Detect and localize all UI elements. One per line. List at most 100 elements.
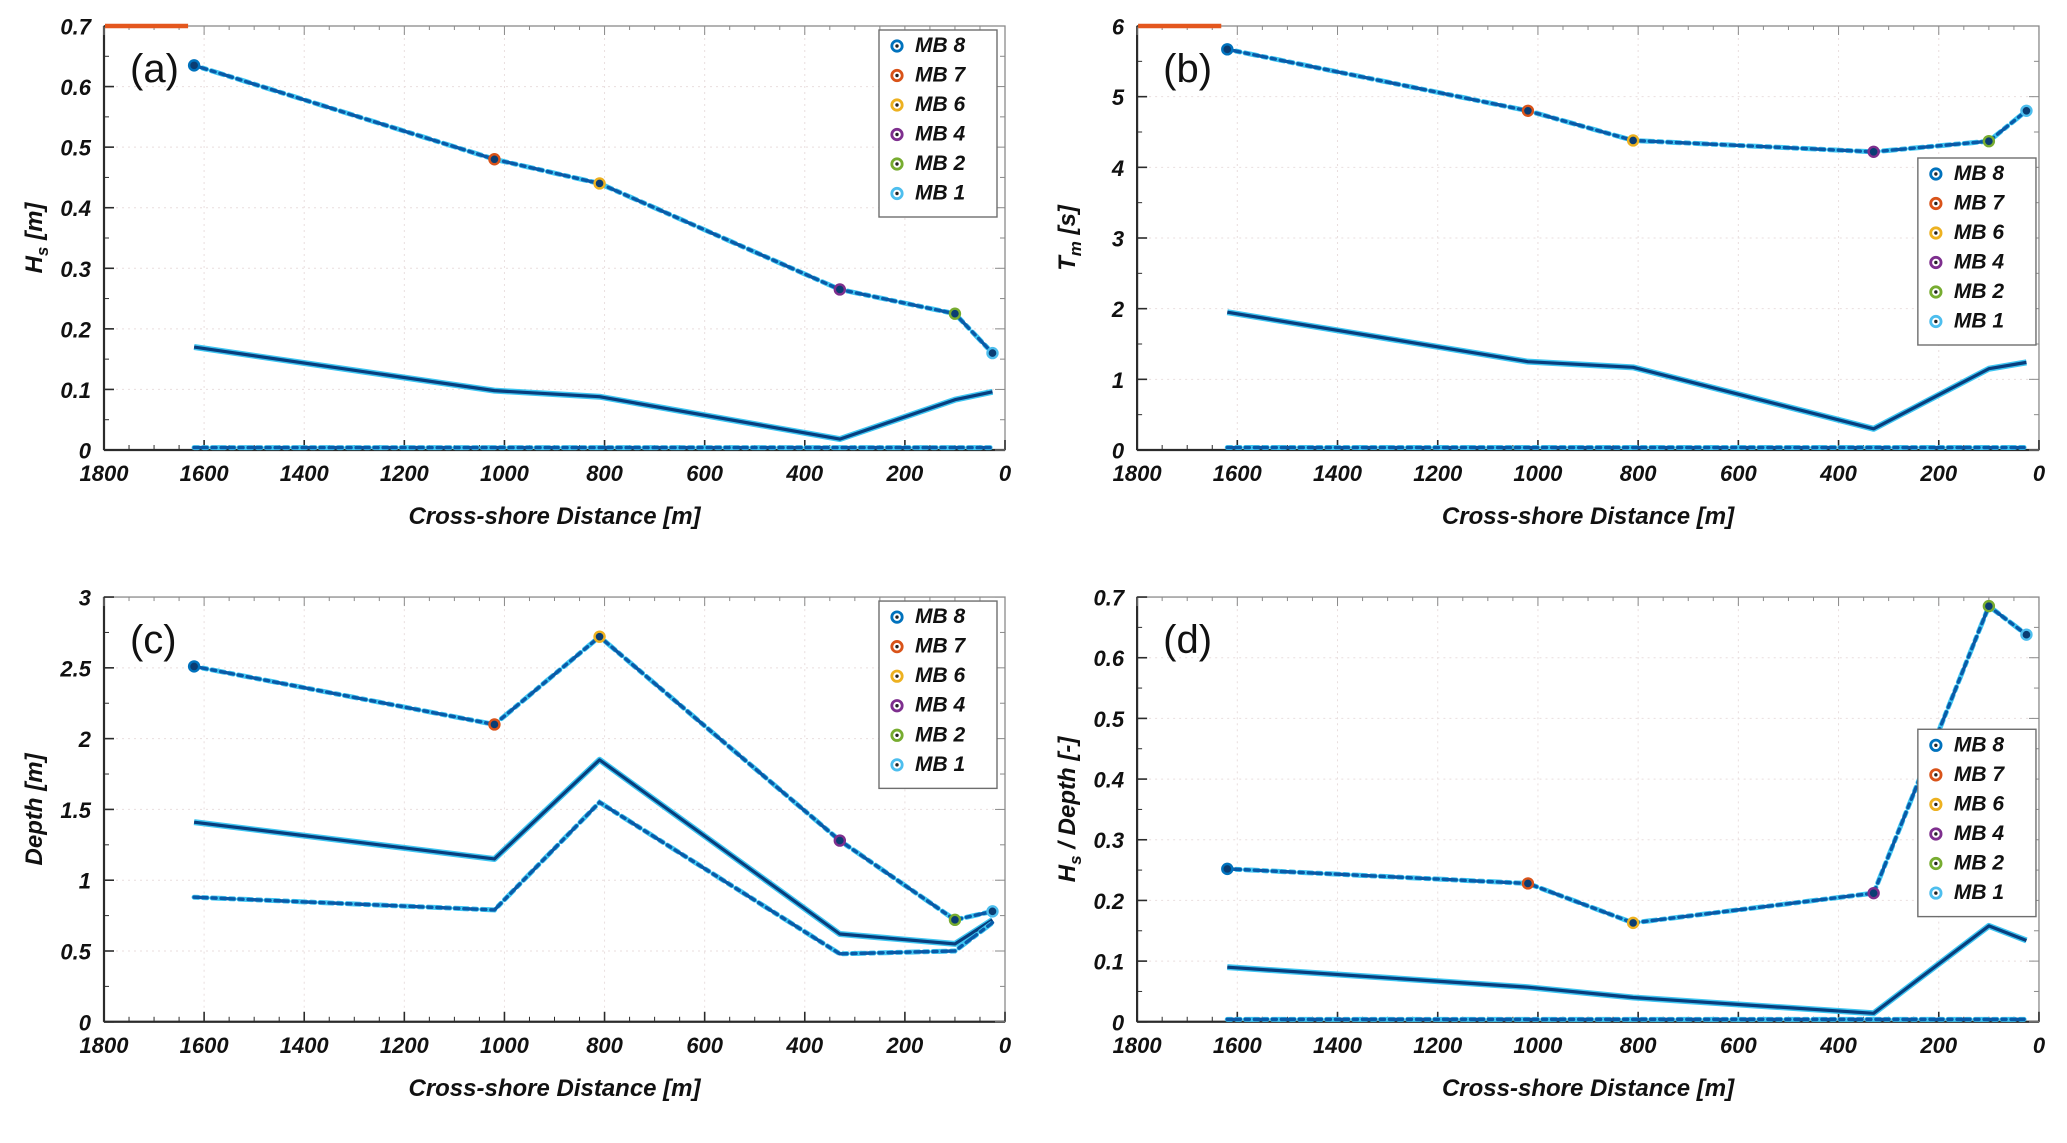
legend: MB 8 MB 7 MB 6 MB 4 MB 2 MB 1 (1917, 157, 2037, 346)
legend-item-label: MB 7 (915, 64, 966, 87)
mb-2-marker-dot (1934, 290, 1938, 294)
y-tick-label: 0.4 (1093, 768, 1124, 793)
legend: MB 8 MB 7 MB 6 MB 4 MB 2 MB 1 (878, 29, 998, 218)
data-point-marker-mb (1221, 43, 1234, 56)
data-point-marker-mb (593, 177, 606, 190)
y-tick-label: 0.6 (60, 75, 91, 100)
x-tick-label: 0 (2033, 461, 2046, 486)
y-tick-label: 0.1 (1093, 950, 1124, 975)
legend-item-mb-6: MB 6 (1929, 221, 2005, 244)
mb-8-marker-dot (1934, 172, 1938, 176)
data-point-marker-mb (187, 59, 201, 72)
panel-c: 1800 1600 1400 1200 1000 800 600 400 200 0 0 0.5 1 1.… (0, 571, 1033, 1143)
x-axis-label: Cross-shore Distance [m] (1442, 503, 1735, 530)
legend-item-label: MB 1 (1954, 881, 2004, 904)
legend-item-label: MB 8 (1954, 162, 2005, 185)
plot-box (103, 25, 1006, 451)
y-tick-label: 0.3 (60, 257, 91, 282)
y-tick-label: 3 (1112, 227, 1124, 252)
data-point-marker-mb (1982, 599, 1996, 613)
panel-b-chart: 1800 1600 1400 1200 1000 800 600 400 200 0 0 1 2 3 4 5 6… (1054, 15, 2046, 530)
mb-6-marker-dot (1934, 231, 1938, 235)
mb-1-marker-dot (1934, 319, 1938, 324)
panel-b: 1800 1600 1400 1200 1000 800 600 400 200 0 0 1 2 3 4 5 6… (1033, 0, 2067, 571)
y-axis-label: Depth [m] (21, 752, 48, 865)
y-tick-label: 1 (1112, 368, 1124, 393)
y-tick-label: 0.5 (60, 939, 91, 964)
y-tick-label: 3 (79, 586, 91, 611)
data-point-marker-mb (1521, 104, 1535, 118)
x-tick-label: 1400 (280, 1033, 330, 1058)
x-tick-label: 400 (785, 1033, 823, 1058)
mb-6-marker-dot (895, 103, 899, 107)
mb-4-marker-dot (1934, 832, 1938, 836)
mb-4-marker-dot (895, 704, 899, 708)
mb-4-marker-dot (1934, 260, 1938, 265)
data-point-marker-mb (1867, 145, 1880, 158)
x-tick-label: 1600 (1213, 461, 1263, 486)
data-point-marker-mb (488, 153, 501, 166)
c-series-mb-dashdot-upper (192, 634, 995, 922)
mb-1-marker-dot (1934, 891, 1938, 895)
x-tick-label: 200 (886, 1033, 924, 1058)
legend-item-mb-7: MB 7 (1929, 763, 2005, 786)
legend-item-label: MB 2 (1954, 852, 2005, 875)
mb-2-marker-dot (895, 162, 899, 166)
legend-item-mb-4: MB 4 (1929, 251, 2004, 273)
mb-4-marker-dot (895, 132, 899, 137)
c-series-mb-dashdot-upper-halo (191, 633, 995, 923)
legend-item-mb-2: MB 2 (1929, 280, 2005, 303)
d-series-mb-dashdot (1225, 603, 2029, 925)
x-tick-label: 200 (1919, 461, 1957, 486)
x-tick-label: 1200 (1413, 461, 1463, 486)
y-tick-label: 0 (79, 1010, 92, 1035)
data-point-marker-mb (593, 630, 606, 643)
y-tick-label: 5 (1112, 85, 1125, 110)
y-tick-label: 0.1 (60, 378, 91, 403)
panel-d-chart: 1800 1600 1400 1200 1000 800 600 400 200 0 0 0.1 0.2… (1054, 586, 2046, 1102)
y-axis-label: Hs / Depth [-] (1054, 736, 1085, 883)
y-axis-label: Tm [s] (1054, 204, 1085, 271)
mb-8-marker-dot (895, 615, 899, 619)
legend-item-mb-6: MB 6 (890, 93, 965, 116)
x-axis-label: Cross-shore Distance [m] (1442, 1075, 1735, 1102)
legend-item-label: MB 2 (1954, 280, 2005, 303)
legend-item-mb-7: MB 7 (1929, 192, 2005, 214)
x-tick-label: 800 (586, 1033, 623, 1058)
x-tick-label: 200 (886, 461, 924, 486)
y-tick-label: 0.5 (60, 136, 91, 161)
c-series-solid (193, 758, 994, 946)
legend-item-label: MB 7 (915, 635, 966, 658)
data-point-marker-mb (187, 660, 201, 673)
y-tick-label: 1 (79, 869, 91, 894)
x-tick-label: 0 (999, 1033, 1012, 1058)
panel-letter: (a) (130, 47, 179, 91)
x-tick-label: 1200 (380, 1033, 430, 1058)
data-point-marker-mb (1626, 916, 1640, 930)
legend-item-mb-4: MB 4 (1929, 822, 2004, 845)
b-series-mb-dashdot-halo (1224, 46, 2029, 155)
mb-2-marker-dot (1934, 861, 1938, 866)
legend-item-mb-8: MB 8 (1929, 733, 2004, 756)
legend-item-mb-1: MB 1 (890, 182, 965, 205)
legend-item-label: MB 8 (915, 605, 965, 628)
mb-2-marker-dot (895, 733, 899, 737)
panel-letter: (d) (1163, 618, 1212, 662)
legend-item-label: MB 6 (915, 664, 965, 687)
legend-item-label: MB 2 (915, 723, 965, 746)
plot-box (1136, 596, 2040, 1023)
x-tick-label: 1600 (180, 461, 230, 486)
y-tick-label: 0.5 (1093, 707, 1124, 732)
legend-item-label: MB 6 (1954, 221, 2005, 244)
c-series-dashdot-lower-halo (191, 799, 995, 957)
legend-item-mb-6: MB 6 (1929, 792, 2004, 815)
a-series-solid (193, 345, 993, 441)
mb-8-marker-dot (1934, 743, 1938, 748)
y-tick-label: 4 (1111, 156, 1124, 181)
legend-item-label: MB 1 (1954, 310, 2004, 333)
legend-item-mb-4: MB 4 (890, 694, 965, 717)
x-tick-label: 600 (686, 461, 723, 486)
y-tick-label: 0 (1112, 439, 1125, 464)
data-point-marker-mb (986, 346, 999, 360)
